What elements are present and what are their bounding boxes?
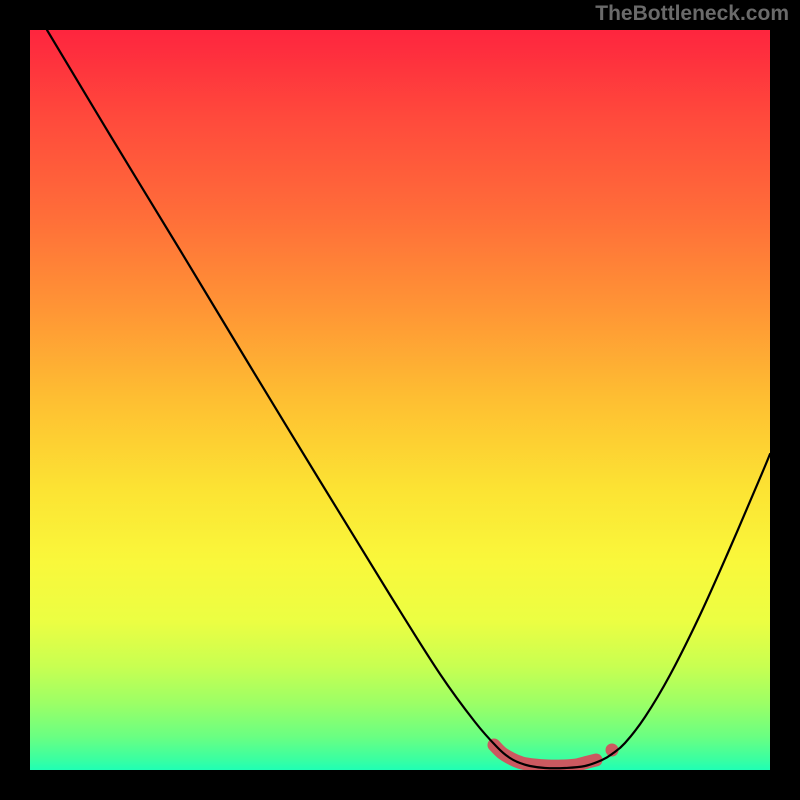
attribution-text: TheBottleneck.com	[595, 2, 789, 26]
chart-container: TheBottleneck.com	[0, 0, 800, 800]
gradient-background	[30, 30, 770, 770]
plot-area	[30, 30, 770, 770]
chart-svg	[30, 30, 770, 770]
